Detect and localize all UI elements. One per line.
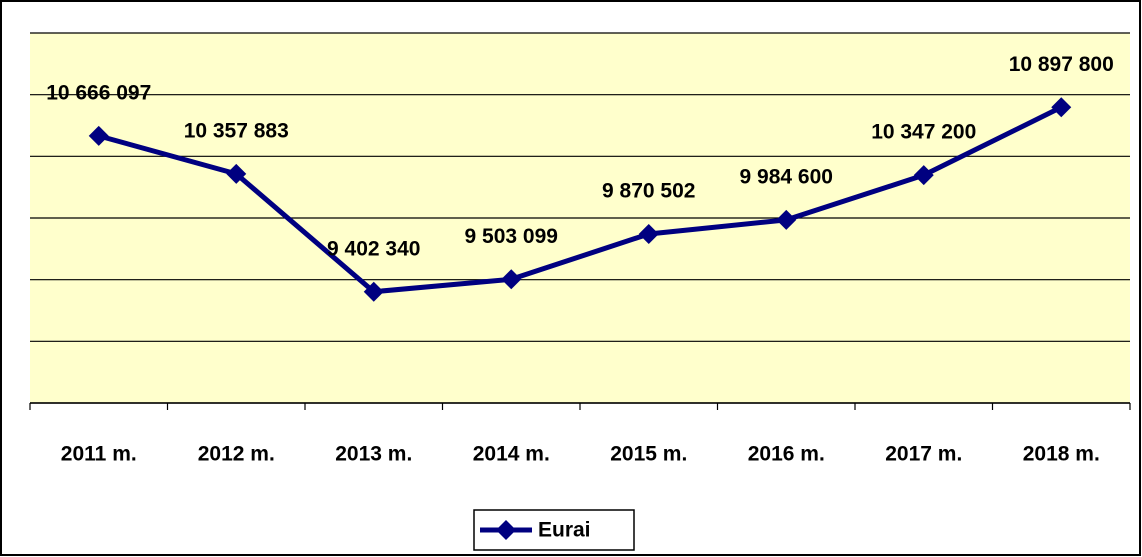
legend-label: Eurai <box>538 519 591 542</box>
x-tick-label: 2017 m. <box>885 443 962 466</box>
point-marker <box>776 209 797 230</box>
data-label: 10 666 097 <box>46 81 151 104</box>
data-label: 10 357 883 <box>184 119 289 142</box>
point-marker <box>638 223 659 244</box>
series-line <box>98 105 1063 295</box>
legend-marker <box>496 520 516 540</box>
point-marker <box>363 281 384 302</box>
data-label: 10 347 200 <box>871 121 976 144</box>
point-marker <box>501 269 522 290</box>
x-tick-label: 2016 m. <box>748 443 825 466</box>
data-label: 9 503 099 <box>465 225 558 248</box>
data-label: 9 984 600 <box>740 165 833 188</box>
data-label: 9 402 340 <box>327 237 420 260</box>
x-tick-label: 2012 m. <box>198 443 275 466</box>
x-tick-label: 2014 m. <box>473 443 550 466</box>
data-label: 9 870 502 <box>602 180 695 203</box>
point-marker <box>226 163 247 184</box>
x-tick-label: 2011 m. <box>61 443 137 466</box>
data-label: 10 897 800 <box>1009 53 1114 76</box>
point-marker <box>1051 97 1072 118</box>
x-tick-label: 2015 m. <box>610 443 687 466</box>
x-tick-label: 2018 m. <box>1023 443 1100 466</box>
point-marker <box>88 125 109 146</box>
x-tick-label: 2013 m. <box>335 443 412 466</box>
point-marker <box>913 165 934 186</box>
